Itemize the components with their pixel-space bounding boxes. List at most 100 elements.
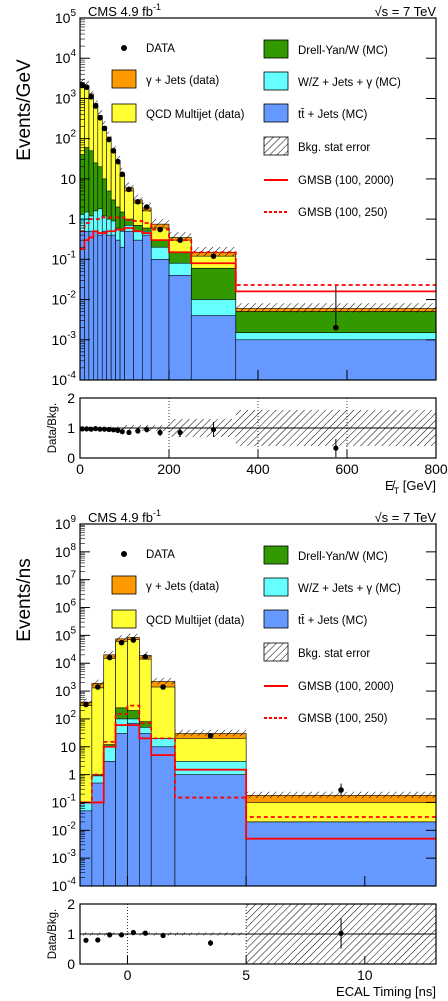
- data-point: [106, 654, 113, 661]
- met-legend: DATA γ + Jets (data) QCD Multijet (data)…: [111, 39, 401, 219]
- x-tick-label: 0: [76, 461, 84, 477]
- stat-error-bin-2: [103, 651, 116, 658]
- timing-ratio-label: Data/Bkg.: [47, 909, 59, 960]
- data-point: [157, 226, 163, 233]
- bar-ttbar-bin-1: [84, 230, 90, 381]
- ratio-point: [83, 937, 89, 943]
- ratio-point: [115, 427, 121, 433]
- met-header-right: √s = 7 TeV: [375, 4, 437, 19]
- ratio-point: [107, 932, 113, 938]
- bar-ttbar-bin-4: [97, 234, 103, 381]
- legend-dy-swatch: [263, 39, 289, 59]
- bar-ttbar-bin-5: [101, 230, 107, 381]
- y-tick-label: 10-3: [52, 330, 77, 348]
- x-tick-label: 5: [242, 967, 250, 983]
- ratio-y-tick-label: 2: [67, 390, 75, 406]
- bar-ttbar-bin-13: [150, 259, 170, 381]
- ratio-point: [95, 937, 101, 943]
- legend-qcd-swatch: [111, 103, 137, 123]
- x-tick-label: 400: [246, 461, 270, 477]
- legend-ttbar-swatch: [263, 609, 289, 629]
- bar-ttbar-bin-6: [106, 234, 112, 381]
- ratio-point: [101, 426, 108, 432]
- stat-error-bin-6: [106, 131, 112, 141]
- legend-ttbar-label: tt̄ + Jets (MC): [298, 615, 367, 627]
- data-point: [142, 654, 149, 660]
- x-tick-label: 800: [424, 461, 448, 477]
- bar-ttbar-bin-8: [115, 239, 121, 381]
- met-ratio-plot: 0 1 2 0 200 400 600 800: [67, 390, 448, 477]
- legend-qcd-label: QCD Multijet (data): [146, 109, 245, 121]
- ratio-y-tick-label: 0: [67, 450, 75, 466]
- data-point: [95, 684, 101, 690]
- stat-error-bin-4: [127, 633, 140, 641]
- bar-ttbar-bin-10: [124, 230, 134, 381]
- legend-ttbar-swatch: [263, 103, 289, 123]
- legend-data-marker: [121, 45, 127, 51]
- legend-gmsb1-label: GMSB (100, 2000): [298, 175, 394, 187]
- legend-qcd-swatch: [111, 609, 137, 629]
- legend-stat-label: Bkg. stat error: [298, 648, 370, 660]
- legend-data-label: DATA: [146, 43, 175, 55]
- x-tick-label: 600: [335, 461, 359, 477]
- y-tick-label: 10-1: [52, 249, 77, 267]
- data-point: [126, 186, 132, 193]
- y-tick-label: 106: [55, 598, 77, 616]
- bar-ttbar-bin-12: [142, 234, 152, 381]
- stat-error-bin-2: [88, 88, 94, 98]
- data-point: [106, 136, 112, 143]
- y-tick-label: 10-3: [52, 848, 77, 866]
- legend-wz-swatch: [263, 71, 289, 91]
- ratio-point: [207, 940, 214, 946]
- data-point: [333, 324, 339, 331]
- ratio-y-tick-label: 1: [67, 420, 75, 436]
- bar-ttbar-bin-14: [168, 275, 192, 381]
- data-point: [338, 787, 344, 793]
- y-tick-label: 10-1: [52, 792, 77, 810]
- legend-wz-label: W/Z + Jets + γ (MC): [298, 583, 401, 595]
- data-point: [207, 732, 214, 739]
- data-point: [83, 84, 90, 91]
- bar-ttbar-bin-5: [139, 733, 152, 887]
- bar-ttbar-bin-1: [91, 782, 105, 887]
- legend-gamma-jets-swatch: [111, 575, 137, 595]
- legend-wz-label: W/Z + Jets + γ (MC): [298, 77, 401, 89]
- legend-dy-label: Drell-Yan/W (MC): [298, 45, 388, 57]
- ratio-point: [126, 429, 132, 436]
- y-tick-label: 1: [68, 767, 76, 783]
- y-tick-label: 104: [55, 653, 77, 671]
- timing-ratio-frame: [79, 903, 437, 965]
- ratio-point: [110, 427, 116, 433]
- stat-error-bin-4: [97, 110, 103, 120]
- ratio-point: [88, 426, 94, 432]
- met-y-axis-label: Events/GeV: [14, 59, 35, 161]
- legend-stat-swatch: [263, 642, 289, 662]
- data-point: [97, 115, 103, 121]
- legend-gamma-jets-label: γ + Jets (data): [146, 581, 219, 593]
- data-point: [135, 198, 141, 205]
- bar-ttbar-bin-15: [190, 315, 237, 381]
- stat-error-bin-0: [80, 77, 85, 87]
- ratio-point: [97, 426, 103, 432]
- stat-error-bin-6: [151, 677, 175, 685]
- timing-header-right: √s = 7 TeV: [375, 510, 437, 525]
- bar-ttbar-bin-3: [93, 230, 99, 381]
- y-tick-label: 10: [60, 739, 76, 755]
- legend-gmsb2-label: GMSB (100, 250): [298, 713, 388, 725]
- ratio-point: [177, 429, 183, 436]
- ratio-point: [118, 932, 125, 938]
- y-tick-label: 10-4: [52, 876, 77, 894]
- y-tick-label: 102: [55, 709, 77, 727]
- y-tick-label: 104: [55, 48, 77, 66]
- bar-ttbar-bin-8: [245, 821, 437, 887]
- ratio-point: [92, 426, 99, 432]
- y-tick-label: 1: [68, 211, 76, 227]
- y-tick-label: 10-2: [52, 290, 77, 308]
- timing-plot-frame: [79, 523, 437, 887]
- bar-ttbar-bin-3: [115, 733, 128, 887]
- data-point: [143, 204, 150, 210]
- bar-ttbar-bin-6: [150, 746, 176, 887]
- legend-wz-swatch: [263, 577, 289, 597]
- gmsb-100-2000-line: [80, 227, 436, 293]
- y-tick-label: 10-2: [52, 820, 77, 838]
